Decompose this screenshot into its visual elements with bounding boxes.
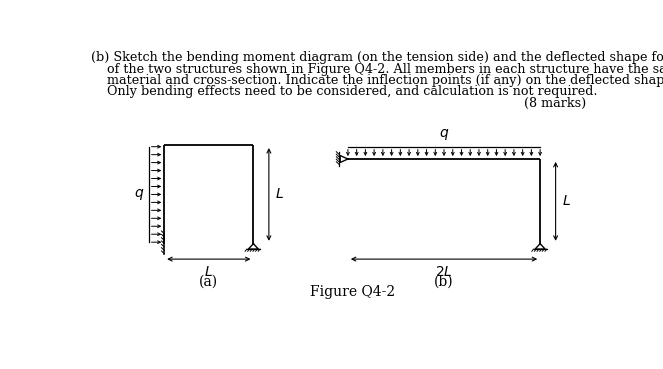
Text: $2L$: $2L$ [435,265,453,279]
Text: material and cross-section. Indicate the inflection points (if any) on the defle: material and cross-section. Indicate the… [91,74,663,87]
Text: $q$: $q$ [439,127,449,142]
Text: $L$: $L$ [562,194,571,208]
Text: $L$: $L$ [275,187,284,201]
Text: $L$: $L$ [204,265,213,279]
Text: of the two structures shown in Figure Q4-2. All members in each structure have t: of the two structures shown in Figure Q4… [91,63,663,76]
Text: (b): (b) [434,275,454,289]
Text: $q$: $q$ [135,187,145,202]
Text: Figure Q4-2: Figure Q4-2 [310,284,394,299]
Text: (8 marks): (8 marks) [524,97,587,110]
Text: (a): (a) [200,275,218,289]
Text: Only bending effects need to be considered, and calculation is not required.: Only bending effects need to be consider… [91,85,597,99]
Text: (b) Sketch the bending moment diagram (on the tension side) and the deflected sh: (b) Sketch the bending moment diagram (o… [91,51,663,64]
